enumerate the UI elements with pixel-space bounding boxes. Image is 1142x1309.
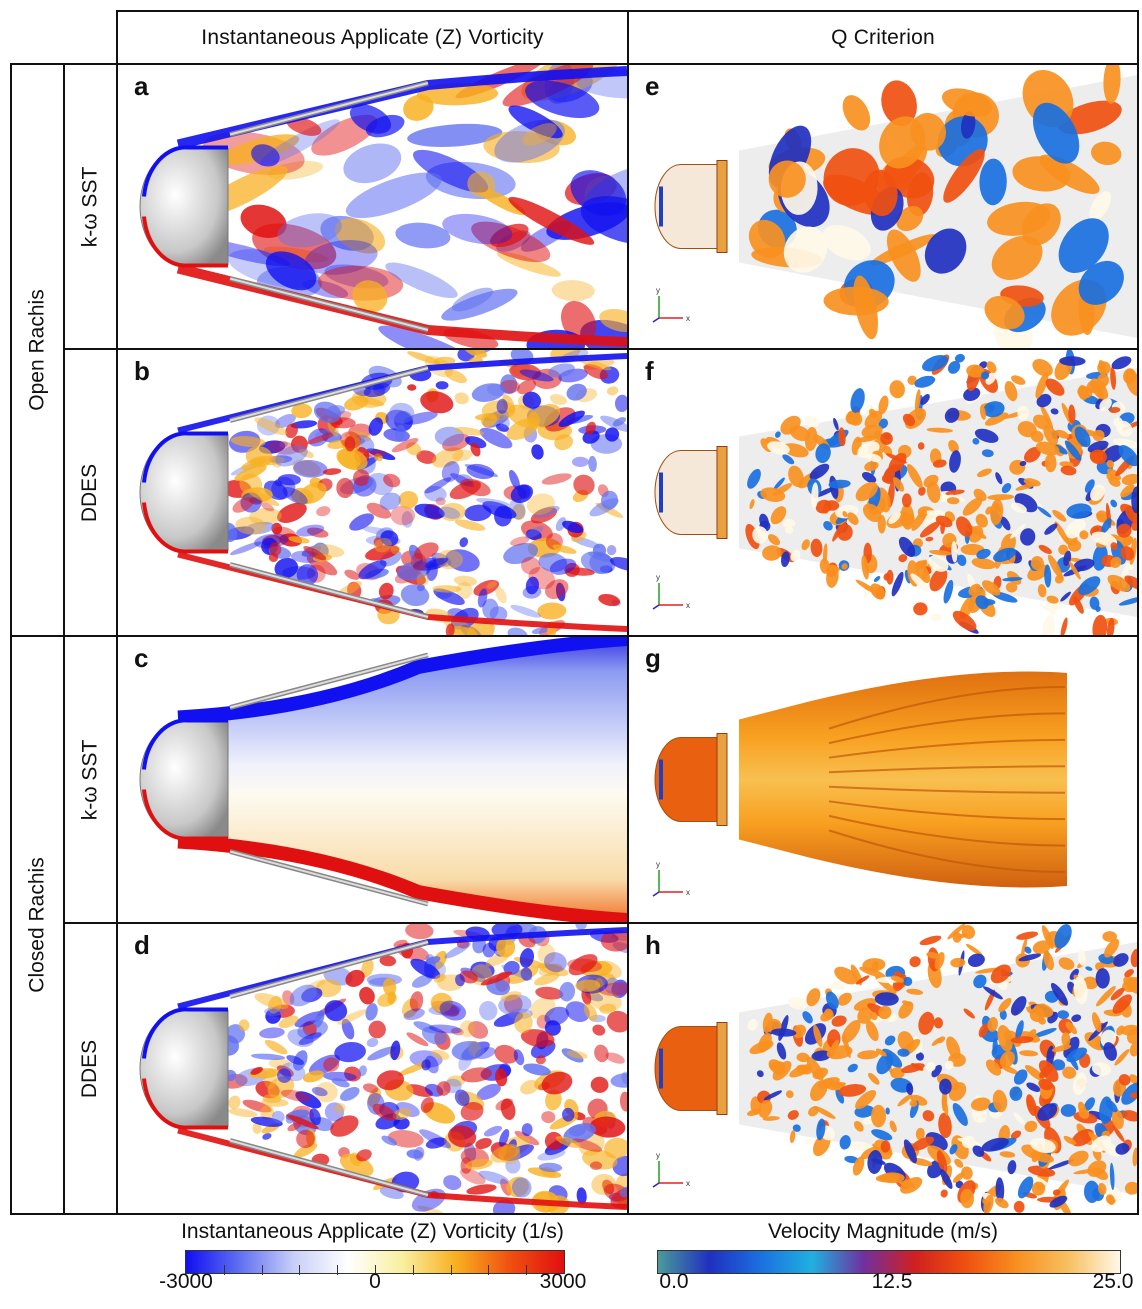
axis-triad-y-label: y bbox=[656, 573, 660, 582]
vorticity-panel-d: d bbox=[118, 924, 627, 1213]
vorticity-tick-mid: 0 bbox=[369, 1270, 381, 1293]
group-label-closed-rachis: Closed Rachis bbox=[25, 857, 49, 993]
vorticity-colorbar-minor-tick bbox=[488, 1265, 490, 1275]
panel-label: d bbox=[134, 930, 150, 960]
axis-triad: yx bbox=[652, 573, 690, 610]
shuttlecock-skirt bbox=[229, 939, 429, 1198]
vorticity-panel-c: c bbox=[118, 637, 627, 922]
axis-triad-y-label: y bbox=[656, 1151, 660, 1160]
shuttlecock-skirt bbox=[229, 80, 429, 333]
vorticity-colorbar-minor-tick bbox=[412, 1265, 414, 1275]
axis-triad-x-label: x bbox=[686, 888, 690, 897]
vorticity-panel-a: a bbox=[118, 65, 627, 348]
q-criterion-isosurface: yx bbox=[652, 350, 1137, 635]
vorticity-colorbar-title: Instantaneous Applicate (Z) Vorticity (1… bbox=[181, 1220, 564, 1243]
velocity-tick-mid: 12.5 bbox=[871, 1270, 913, 1293]
shuttlecock-skirt bbox=[229, 365, 429, 620]
vorticity-field bbox=[139, 350, 627, 635]
q-criterion-isosurface: yx bbox=[652, 65, 1137, 348]
panel-label: b bbox=[134, 356, 150, 386]
vorticity-tick-min: -3000 bbox=[159, 1270, 213, 1293]
panel-label: a bbox=[134, 71, 149, 101]
vorticity-field bbox=[139, 65, 627, 348]
velocity-tick-max: 25.0 bbox=[1092, 1270, 1134, 1293]
panel-label: f bbox=[645, 356, 654, 386]
axis-triad-y-label: y bbox=[656, 286, 660, 295]
vorticity-colorbar-minor-tick bbox=[337, 1265, 339, 1275]
axis-triad-y-label: y bbox=[656, 860, 660, 869]
vorticity-colorbar bbox=[185, 1250, 565, 1275]
column-header-q-criterion: Q Criterion bbox=[831, 25, 935, 49]
vorticity-colorbar-minor-tick bbox=[375, 1265, 376, 1275]
axis-triad: yx bbox=[652, 1151, 690, 1188]
vorticity-panel-b: b bbox=[118, 350, 627, 635]
velocity-tick-min: 0.0 bbox=[659, 1270, 689, 1293]
column-header-vorticity: Instantaneous Applicate (Z) Vorticity bbox=[201, 25, 544, 49]
shuttlecock-cork bbox=[654, 446, 728, 539]
velocity-colorbar bbox=[657, 1250, 1121, 1274]
vorticity-colorbar-minor-tick bbox=[526, 1265, 528, 1275]
axis-triad-x-label: x bbox=[686, 601, 690, 610]
panel-label: h bbox=[645, 930, 661, 960]
q-criterion-isosurface: yx bbox=[652, 671, 1067, 897]
row-label-ddes-closed: DDES bbox=[78, 1039, 102, 1098]
panel-label: g bbox=[645, 643, 661, 673]
row-label-ddes-open: DDES bbox=[78, 463, 102, 522]
vorticity-field bbox=[139, 637, 627, 922]
vorticity-field bbox=[139, 924, 627, 1213]
panel-label: c bbox=[134, 643, 149, 673]
velocity-colorbar-title: Velocity Magnitude (m/s) bbox=[768, 1220, 998, 1243]
axis-triad-x-label: x bbox=[686, 314, 690, 323]
vorticity-colorbar-minor-tick bbox=[450, 1265, 452, 1275]
vorticity-colorbar-minor-tick bbox=[299, 1265, 301, 1275]
shuttlecock-cork bbox=[654, 160, 728, 253]
axis-triad: yx bbox=[652, 286, 690, 323]
row-label-kw-sst-open: k-ω SST bbox=[78, 166, 102, 247]
panel-label: e bbox=[645, 71, 660, 101]
axis-triad-x-label: x bbox=[686, 1179, 690, 1188]
vorticity-colorbar-minor-tick bbox=[223, 1265, 225, 1275]
row-label-kw-sst-closed: k-ω SST bbox=[78, 739, 102, 820]
shuttlecock-cork bbox=[654, 1022, 728, 1115]
axis-triad: yx bbox=[652, 860, 690, 897]
q-criterion-isosurface: yx bbox=[652, 924, 1137, 1213]
vorticity-tick-max: 3000 bbox=[539, 1270, 587, 1293]
vorticity-colorbar-minor-tick bbox=[261, 1265, 263, 1275]
shuttlecock-cork bbox=[654, 733, 728, 826]
figure-grid bbox=[10, 10, 1139, 1215]
group-label-open-rachis: Open Rachis bbox=[25, 289, 49, 411]
shuttlecock-skirt bbox=[229, 652, 429, 907]
